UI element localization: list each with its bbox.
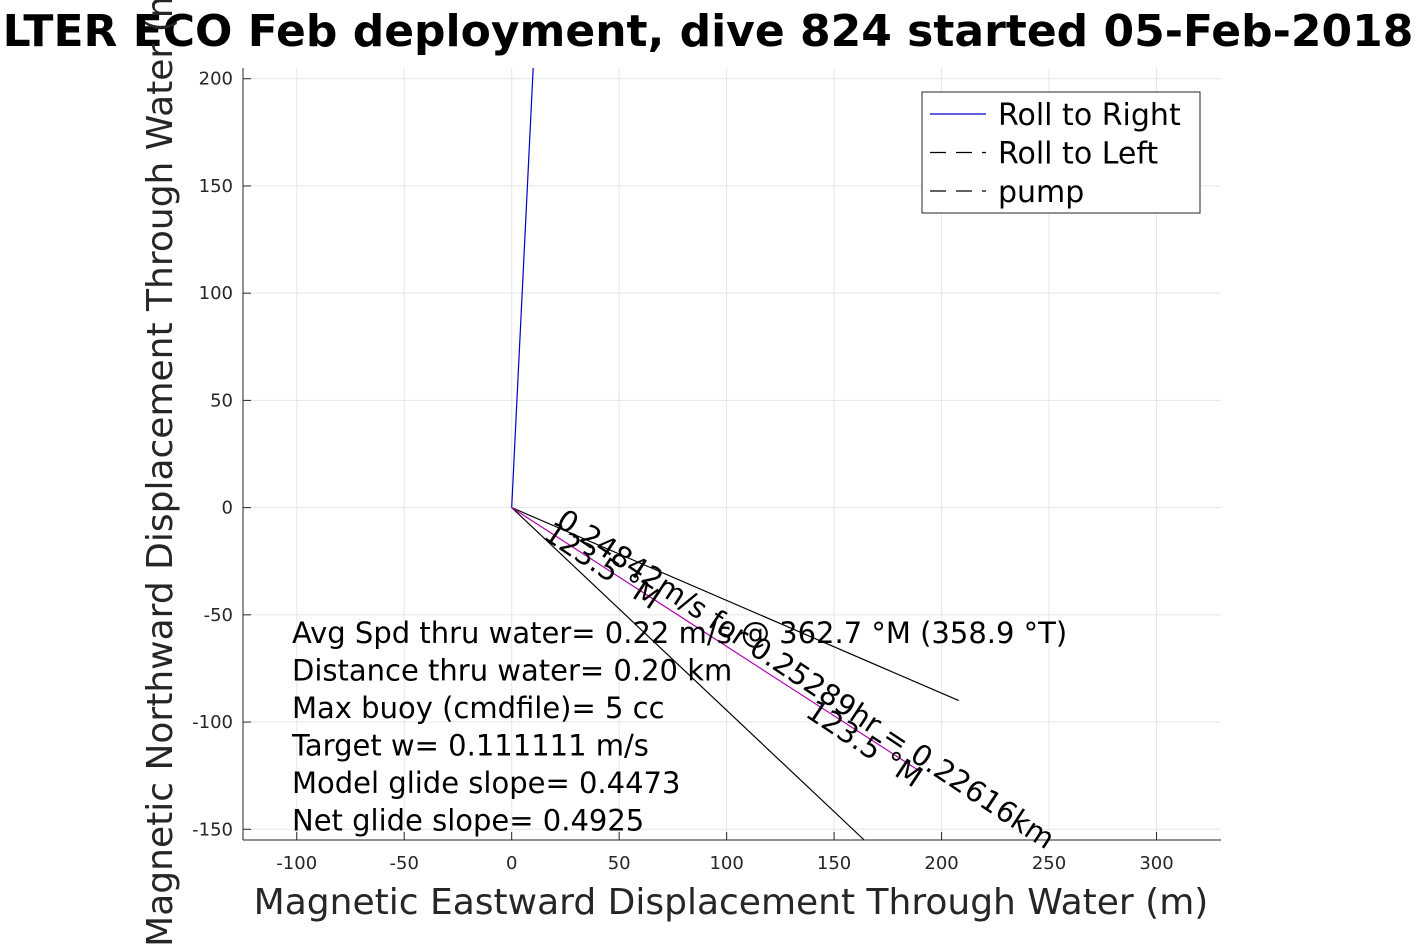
x-tick-label: 300 <box>1139 853 1173 874</box>
x-tick-label: 200 <box>924 853 958 874</box>
y-tick-label: -50 <box>204 605 233 626</box>
y-tick-label: 150 <box>199 176 233 197</box>
x-tick-label: 250 <box>1032 853 1066 874</box>
grid <box>243 68 1221 840</box>
stats-line: Max buoy (cmdfile)= 5 cc <box>292 691 665 725</box>
series-layer <box>511 67 960 841</box>
x-tick-label: -50 <box>390 853 419 874</box>
x-tick-label: 150 <box>817 853 851 874</box>
tick-labels: -100 -50 0 50 100 150 200 250 300 -150 -100 -50 0 50 1… <box>192 69 1174 874</box>
x-tick-label: 50 <box>608 853 631 874</box>
x-tick-label: -100 <box>276 853 317 874</box>
legend-label: pump <box>998 175 1084 210</box>
stats-box: Avg Spd thru water= 0.22 m/s @ 362.7 °M … <box>291 616 1067 838</box>
x-tick-label: 100 <box>709 853 743 874</box>
stats-line: Model glide slope= 0.4473 <box>292 766 680 800</box>
y-tick-label: 200 <box>199 69 233 90</box>
stats-line: Distance thru water= 0.20 km <box>292 654 732 688</box>
legend-label: Roll to Left <box>998 137 1158 172</box>
stats-line: Net glide slope= 0.4925 <box>292 804 644 838</box>
series-line-0 <box>511 67 534 508</box>
chart-title: LTER ECO Feb deployment, dive 824 starte… <box>3 6 1414 57</box>
stats-line: Avg Spd thru water= 0.22 m/s @ 362.7 °M … <box>292 616 1067 650</box>
legend-label: Roll to Right <box>998 98 1181 133</box>
y-tick-label: 100 <box>199 283 233 304</box>
series-line-1 <box>511 507 960 702</box>
y-tick-label: -150 <box>192 819 233 840</box>
x-axis-label: Magnetic Eastward Displacement Through W… <box>254 882 1209 923</box>
y-tick-label: 50 <box>210 390 233 411</box>
series-line-2 <box>511 507 865 841</box>
y-tick-label: -100 <box>192 712 233 733</box>
y-axis-label: Magnetic Northward Displacement Through … <box>140 0 181 945</box>
x-tick-label: 0 <box>506 853 517 874</box>
y-tick-label: 0 <box>222 498 233 519</box>
stats-line: Target w= 0.111111 m/s <box>291 729 649 763</box>
series-line-3 <box>511 507 921 772</box>
axes <box>242 68 1221 841</box>
